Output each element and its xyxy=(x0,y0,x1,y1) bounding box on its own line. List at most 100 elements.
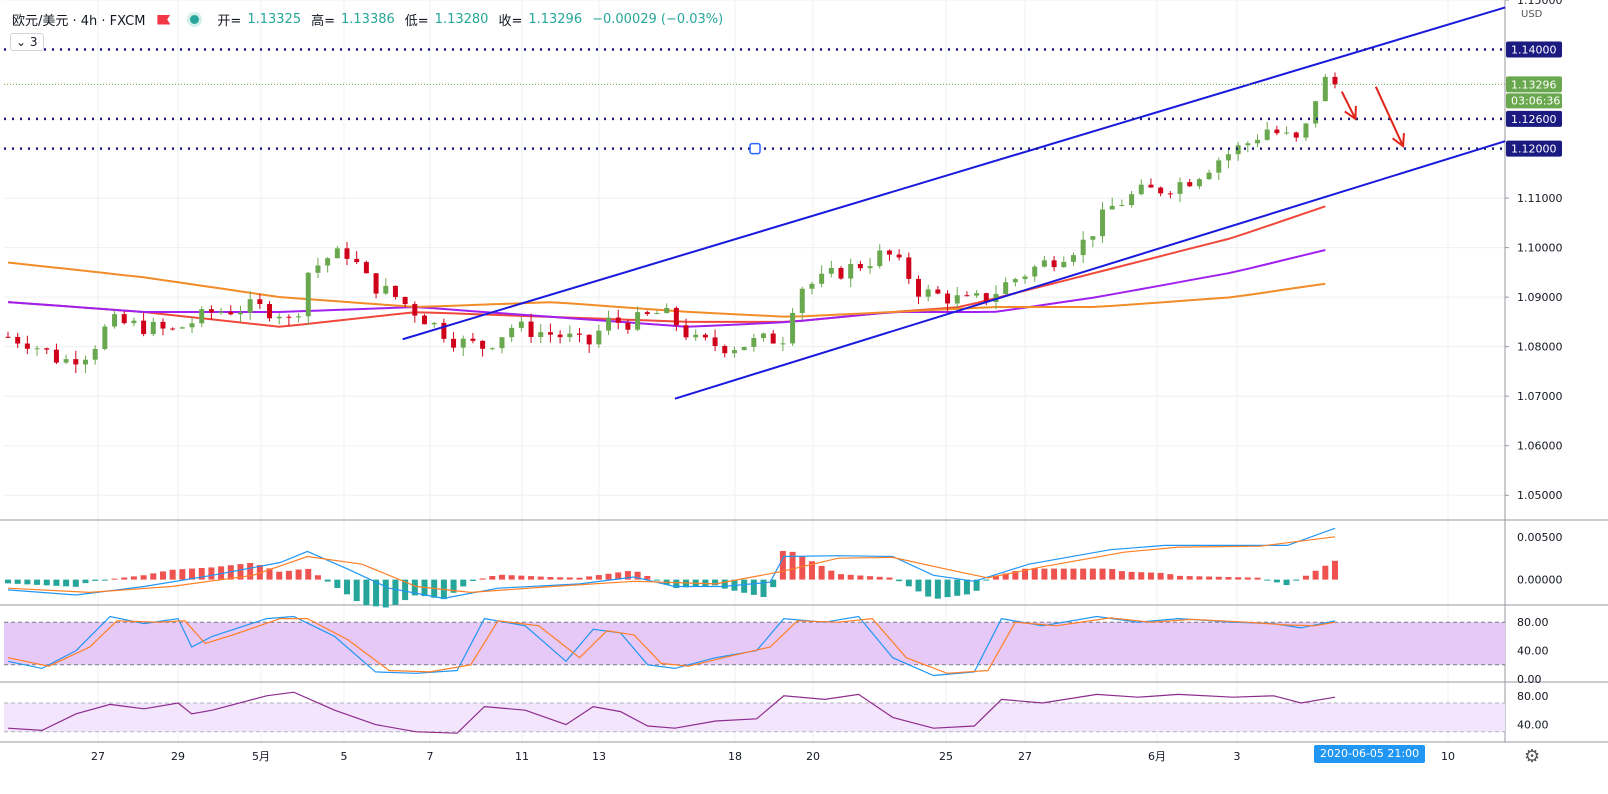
time-axis-label: 18 xyxy=(728,750,742,763)
candle-body xyxy=(1216,160,1222,173)
candle xyxy=(945,290,951,312)
macd-histogram-bar xyxy=(818,565,825,580)
candle xyxy=(673,306,679,332)
candle xyxy=(489,347,495,351)
candle xyxy=(596,324,602,348)
candle-body xyxy=(383,285,389,294)
candle-body xyxy=(1129,194,1135,206)
gear-icon[interactable]: ⚙ xyxy=(1524,746,1541,767)
macd-histogram-bar xyxy=(479,578,486,580)
moving-average-line xyxy=(7,205,1326,328)
studies-toggle[interactable]: ⌄ 3 xyxy=(10,33,44,51)
macd-histogram-bar xyxy=(963,579,970,595)
macd-histogram-bar xyxy=(537,576,544,580)
price-tick-label: 1.05000 xyxy=(1517,489,1563,502)
macd-histogram-bar xyxy=(847,574,854,580)
open-label: 开= xyxy=(217,14,242,29)
candle-body xyxy=(354,258,360,263)
candle-body xyxy=(160,321,166,329)
candle-body xyxy=(112,314,118,327)
candle-body xyxy=(1255,139,1261,144)
time-axis-label: 11 xyxy=(515,750,529,763)
candle xyxy=(431,322,437,328)
candle-body xyxy=(857,263,863,269)
macd-histogram-bar xyxy=(159,571,166,580)
low-value: 1.13280 xyxy=(434,12,489,27)
candle-body xyxy=(945,293,951,304)
macd-histogram-bar xyxy=(179,569,186,580)
candles xyxy=(5,72,1338,374)
candle xyxy=(1158,186,1164,197)
candle xyxy=(693,329,699,341)
macd-histogram-bar xyxy=(712,579,719,586)
time-axis-label: 10 xyxy=(1441,750,1455,763)
macd-histogram-bar xyxy=(605,573,612,580)
macd-histogram-bar xyxy=(624,571,631,580)
candle xyxy=(441,318,447,343)
candle-body xyxy=(141,320,147,335)
time-axis-label: 25 xyxy=(939,750,953,763)
candle xyxy=(576,327,582,343)
macd-histogram-bar xyxy=(373,579,380,607)
macd-histogram-bar xyxy=(1041,568,1048,580)
candle xyxy=(1293,131,1299,142)
candle-body xyxy=(34,348,40,350)
macd-histogram-bar xyxy=(1293,579,1300,581)
candle xyxy=(189,317,195,334)
moving-average-line xyxy=(7,249,1326,328)
candle-body xyxy=(480,340,486,349)
candle-body xyxy=(63,359,69,363)
candle xyxy=(141,312,147,337)
macd-histogram-bar xyxy=(1273,579,1280,583)
macd-histogram-bar xyxy=(276,571,283,580)
candle xyxy=(305,271,311,326)
level-tag xyxy=(1506,41,1562,58)
candle-body xyxy=(131,320,137,324)
level-tag-label: 1.12000 xyxy=(1511,143,1557,156)
candle xyxy=(625,319,631,334)
drawing-anchor-handle[interactable] xyxy=(749,142,761,155)
candle-body xyxy=(24,343,30,349)
candle-body xyxy=(1264,129,1270,140)
close-label: 收= xyxy=(498,14,523,29)
macd-histogram-bar xyxy=(14,579,21,584)
candle-body xyxy=(731,350,737,354)
candle-body xyxy=(460,338,466,348)
macd-histogram-bar xyxy=(518,575,525,580)
candle xyxy=(1245,141,1251,153)
candle xyxy=(857,260,863,272)
candle xyxy=(518,316,524,332)
candle xyxy=(974,290,980,298)
level-tag-label: 1.14000 xyxy=(1511,44,1557,57)
low-label: 低= xyxy=(404,14,429,29)
macd-histogram-bar xyxy=(954,579,961,596)
candle-body xyxy=(654,313,660,315)
candle xyxy=(557,330,563,344)
macd-histogram-bar xyxy=(130,576,137,580)
macd-histogram-bar xyxy=(1254,577,1261,580)
macd-histogram-bar xyxy=(867,576,874,580)
candle-body xyxy=(1080,239,1086,256)
macd-histogram-bar xyxy=(92,579,99,581)
macd-histogram-bar xyxy=(1167,574,1174,580)
candle-body xyxy=(576,333,582,335)
macd-histogram-bar xyxy=(1322,565,1329,580)
macd-histogram-bar xyxy=(905,579,912,587)
candle xyxy=(102,324,108,351)
macd-histogram-bar xyxy=(925,579,932,597)
macd-histogram-bar xyxy=(644,575,651,580)
symbol-label[interactable]: 欧元/美元 · 4h · FXCM xyxy=(12,14,146,29)
arrow-shaft xyxy=(1374,86,1404,147)
candle xyxy=(1255,134,1261,148)
macd-histogram-bar xyxy=(227,565,234,580)
candle xyxy=(819,265,825,288)
candle-body xyxy=(257,299,263,305)
price-tick-label: 1.08000 xyxy=(1517,341,1563,354)
macd-histogram-bar xyxy=(789,551,796,580)
macd-histogram-bar xyxy=(469,579,476,581)
macd-histogram-bar xyxy=(702,579,709,586)
flag-icon[interactable] xyxy=(157,14,171,25)
macd-histogram-bar xyxy=(1196,576,1203,580)
candle xyxy=(1274,125,1280,136)
